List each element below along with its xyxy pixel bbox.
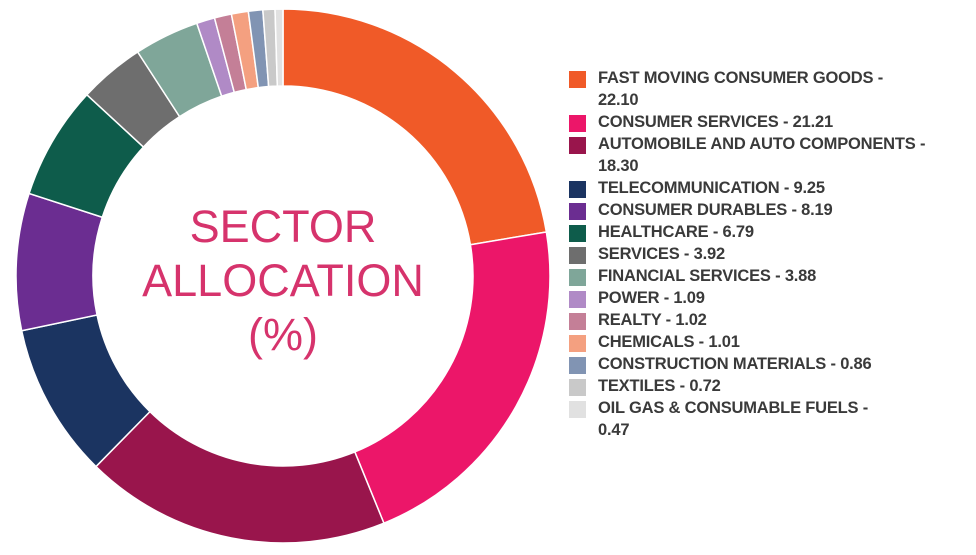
legend-label: REALTY - — [598, 311, 676, 329]
legend-label: CONSUMER SERVICES - — [598, 113, 793, 131]
legend-value: 0.47 — [598, 421, 630, 439]
legend-item: CONSUMER DURABLES - 8.19 — [569, 199, 974, 221]
legend-value: 9.25 — [793, 179, 826, 197]
legend-label: POWER - — [598, 289, 674, 307]
legend-swatch — [569, 291, 586, 308]
legend-label: CONSUMER DURABLES - — [598, 201, 802, 219]
legend-swatch — [569, 71, 586, 88]
legend-label: SERVICES - — [598, 245, 694, 263]
legend-swatch — [569, 115, 586, 132]
legend-label: FAST MOVING CONSUMER GOODS - — [598, 69, 883, 87]
legend-item: TEXTILES - 0.72 — [569, 375, 974, 397]
legend-value: 22.10 — [598, 91, 639, 109]
legend-value: 6.79 — [722, 223, 755, 241]
legend-label: OIL GAS & CONSUMABLE FUELS - — [598, 399, 869, 417]
legend-item: FAST MOVING CONSUMER GOODS - 22.10 — [569, 67, 974, 111]
legend-swatch — [569, 379, 586, 396]
legend-value: 0.72 — [689, 377, 721, 395]
legend-item: CHEMICALS - 1.01 — [569, 331, 974, 353]
legend-value: 3.92 — [693, 245, 726, 263]
legend-swatch — [569, 137, 586, 154]
legend-value: 1.02 — [675, 311, 707, 329]
legend-swatch — [569, 225, 586, 242]
legend-swatch — [569, 357, 586, 374]
legend-label: AUTOMOBILE AND AUTO COMPONENTS - — [598, 135, 926, 153]
legend-label: TELECOMMUNICATION - — [598, 179, 794, 197]
title-line-1: SECTOR — [189, 201, 377, 252]
legend-item: FINANCIAL SERVICES - 3.88 — [569, 265, 974, 287]
legend-label: HEALTHCARE - — [598, 223, 723, 241]
legend-item: CONSUMER SERVICES - 21.21 — [569, 111, 974, 133]
donut-svg — [15, 8, 551, 544]
legend-label: TEXTILES - — [598, 377, 690, 395]
pie-slice-3 — [94, 410, 385, 544]
legend-item: CONSTRUCTION MATERIALS - 0.86 — [569, 353, 974, 375]
legend-value: 18.30 — [598, 157, 639, 175]
legend-label: CONSTRUCTION MATERIALS - — [598, 355, 841, 373]
legend-item: POWER - 1.09 — [569, 287, 974, 309]
legend-swatch — [569, 203, 586, 220]
legend-value: 1.09 — [673, 289, 705, 307]
legend-label: FINANCIAL SERVICES - — [598, 267, 785, 285]
legend-swatch — [569, 313, 586, 330]
legend-value: 8.19 — [801, 201, 833, 219]
legend-item: SERVICES - 3.92 — [569, 243, 974, 265]
donut-chart: SECTOR ALLOCATION (%) — [15, 8, 551, 544]
legend-swatch — [569, 401, 586, 418]
title-line-2: ALLOCATION — [142, 255, 424, 306]
legend: FAST MOVING CONSUMER GOODS - 22.10 CONSUM… — [569, 67, 974, 441]
legend-value: 0.86 — [840, 355, 872, 373]
legend-item: TELECOMMUNICATION - 9.25 — [569, 177, 974, 199]
legend-item: REALTY - 1.02 — [569, 309, 974, 331]
legend-swatch — [569, 335, 586, 352]
legend-label: CHEMICALS - — [598, 333, 709, 351]
legend-item: AUTOMOBILE AND AUTO COMPONENTS - 18.30 — [569, 133, 974, 177]
legend-item: OIL GAS & CONSUMABLE FUELS - 0.47 — [569, 397, 974, 441]
legend-value: 1.01 — [708, 333, 740, 351]
legend-swatch — [569, 269, 586, 286]
title-line-3: (%) — [248, 309, 318, 360]
pie-slice-5 — [15, 192, 104, 332]
legend-swatch — [569, 181, 586, 198]
legend-item: HEALTHCARE - 6.79 — [569, 221, 974, 243]
legend-value: 21.21 — [792, 113, 833, 131]
chart-title: SECTOR ALLOCATION (%) — [108, 200, 458, 362]
legend-swatch — [569, 247, 586, 264]
legend-value: 3.88 — [784, 267, 817, 285]
pie-slice-14 — [274, 8, 284, 87]
